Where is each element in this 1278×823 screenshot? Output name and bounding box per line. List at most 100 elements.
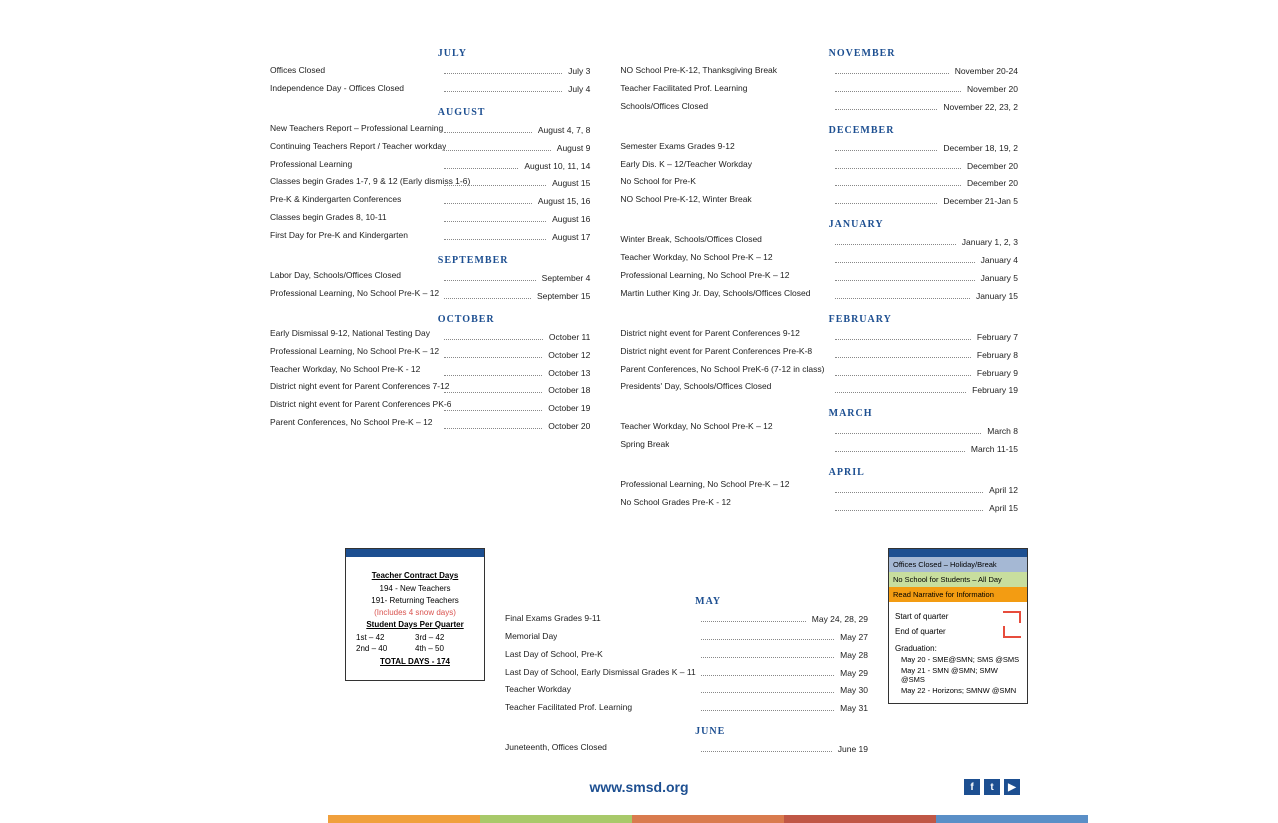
stripe-segment: [936, 815, 1088, 823]
dots: [835, 168, 961, 169]
social-icon[interactable]: f: [964, 779, 980, 795]
event-desc-row: Semester Exams Grades 9-12: [620, 138, 828, 156]
event-desc: Professional Learning, No School Pre-K –…: [620, 479, 789, 491]
social-icon[interactable]: t: [984, 779, 1000, 795]
student-days-title: Student Days Per Quarter: [356, 620, 474, 629]
event-date-row: July 4: [438, 81, 591, 99]
event-date: May 31: [840, 703, 868, 715]
month-heading: MAY: [695, 596, 868, 607]
event-date-row: August 9: [438, 140, 591, 158]
event-desc-row: Teacher Facilitated Prof. Learning: [505, 699, 695, 717]
dots: [835, 91, 961, 92]
event-date: July 3: [568, 66, 590, 78]
event-date-row: February 7: [829, 329, 1018, 347]
month-heading: DECEMBER: [829, 125, 1018, 136]
event-date: June 19: [838, 744, 868, 756]
event-date-row: October 11: [438, 329, 591, 347]
dots: [444, 410, 542, 411]
event-desc-row: Independence Day - Offices Closed: [270, 80, 438, 98]
dots: [444, 375, 542, 376]
event-desc-row: Professional Learning: [270, 156, 438, 174]
event-desc-row: Presidents' Day, Schools/Offices Closed: [620, 378, 828, 396]
event-desc: Continuing Teachers Report / Teacher wor…: [270, 141, 446, 153]
event-desc: Independence Day - Offices Closed: [270, 83, 404, 95]
event-date-row: November 22, 23, 2: [829, 99, 1018, 117]
dots: [835, 339, 971, 340]
event-desc: Parent Conferences, No School Pre-K – 12: [270, 417, 433, 429]
event-desc: Early Dis. K – 12/Teacher Workday: [620, 159, 752, 171]
event-desc: Pre-K & Kindergarten Conferences: [270, 194, 401, 206]
social-icon[interactable]: ▶: [1004, 779, 1020, 795]
event-date-row: May 27: [695, 629, 868, 647]
event-date: August 4, 7, 8: [538, 125, 590, 137]
website-url[interactable]: www.smsd.org: [0, 779, 1278, 795]
dots: [444, 280, 536, 281]
event-date-row: August 10, 11, 14: [438, 158, 591, 176]
event-date: August 16: [552, 214, 590, 226]
event-date-row: September 4: [438, 270, 591, 288]
stripe-segment: [632, 815, 784, 823]
event-date: May 24, 28, 29: [812, 614, 868, 626]
event-date: February 7: [977, 332, 1018, 344]
event-date: August 17: [552, 232, 590, 244]
event-desc-row: Winter Break, Schools/Offices Closed: [620, 231, 828, 249]
event-desc: District night event for Parent Conferen…: [270, 399, 451, 411]
legend-no-school: No School for Students – All Day: [889, 572, 1027, 587]
event-desc-row: District night event for Parent Conferen…: [270, 378, 438, 396]
event-desc: Offices Closed: [270, 65, 325, 77]
event-desc: Teacher Facilitated Prof. Learning: [505, 702, 632, 714]
event-date: October 18: [548, 385, 590, 397]
event-date: November 20: [967, 84, 1018, 96]
event-desc: New Teachers Report – Professional Learn…: [270, 123, 443, 135]
event-date: February 9: [977, 368, 1018, 380]
legend-closed: Offices Closed – Holiday/Break: [889, 557, 1027, 572]
dots: [701, 751, 832, 752]
dots: [835, 203, 938, 204]
event-desc-row: No School Grades Pre-K - 12: [620, 494, 828, 512]
dots: [701, 675, 834, 676]
month-heading: JUNE: [695, 726, 868, 737]
event-desc-row: District night event for Parent Conferen…: [270, 396, 438, 414]
dots: [835, 357, 971, 358]
event-desc: Winter Break, Schools/Offices Closed: [620, 234, 762, 246]
event-date-row: January 5: [829, 270, 1018, 288]
event-date: December 20: [967, 161, 1018, 173]
event-desc-row: Juneteenth, Offices Closed: [505, 739, 695, 757]
event-desc-row: Professional Learning, No School Pre-K –…: [620, 476, 828, 494]
legend-end: End of quarter: [895, 627, 946, 636]
event-desc-row: New Teachers Report – Professional Learn…: [270, 120, 438, 138]
event-date-row: October 19: [438, 400, 591, 418]
dots: [444, 221, 546, 222]
event-desc: Teacher Facilitated Prof. Learning: [620, 83, 747, 95]
event-date-row: November 20: [829, 81, 1018, 99]
month-heading: JANUARY: [829, 219, 1018, 230]
month-heading: JULY: [438, 48, 591, 59]
event-date: December 20: [967, 178, 1018, 190]
event-desc-row: Teacher Workday, No School Pre-K - 12: [270, 361, 438, 379]
event-desc: No School for Pre-K: [620, 176, 696, 188]
event-date: January 15: [976, 291, 1018, 303]
event-date-row: August 15: [438, 175, 591, 193]
event-desc-row: Martin Luther King Jr. Day, Schools/Offi…: [620, 285, 828, 303]
event-desc-row: Classes begin Grades 1-7, 9 & 12 (Early …: [270, 173, 438, 191]
dots: [835, 150, 938, 151]
event-date-row: January 1, 2, 3: [829, 234, 1018, 252]
event-date-row: October 13: [438, 365, 591, 383]
event-date: August 10, 11, 14: [524, 161, 590, 173]
event-desc: Labor Day, Schools/Offices Closed: [270, 270, 401, 282]
event-date: December 21-Jan 5: [943, 196, 1018, 208]
event-desc: Teacher Workday: [505, 684, 571, 696]
q2: 2nd – 40: [356, 644, 415, 653]
legend-start: Start of quarter: [895, 612, 948, 621]
event-date-row: December 20: [829, 175, 1018, 193]
contract-title: Teacher Contract Days: [356, 571, 474, 580]
event-desc: Martin Luther King Jr. Day, Schools/Offi…: [620, 288, 810, 300]
month-heading: SEPTEMBER: [438, 255, 591, 266]
event-date: October 12: [548, 350, 590, 362]
event-date-row: February 19: [829, 382, 1018, 400]
contract-new: 194 - New Teachers: [356, 584, 474, 593]
event-desc: Teacher Workday, No School Pre-K – 12: [620, 252, 772, 264]
event-date: January 5: [981, 273, 1018, 285]
dots: [835, 280, 975, 281]
event-desc: Teacher Workday, No School Pre-K - 12: [270, 364, 420, 376]
